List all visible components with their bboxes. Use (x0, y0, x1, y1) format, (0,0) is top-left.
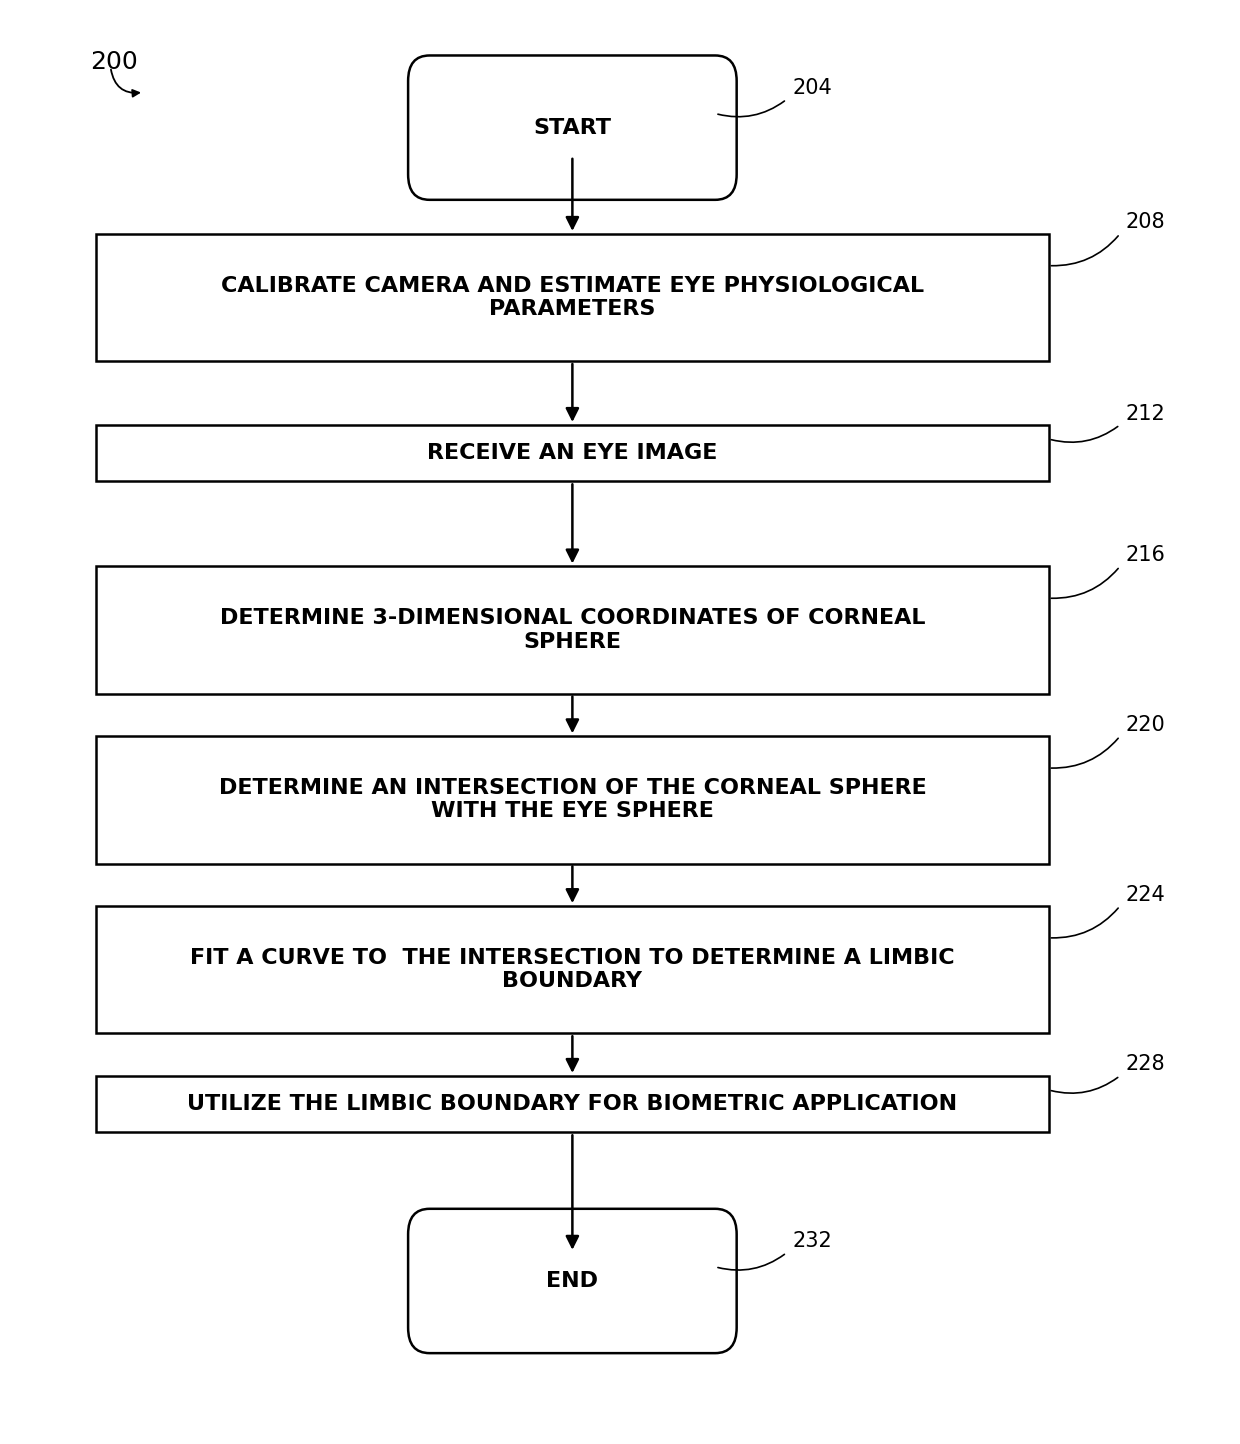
Text: 228: 228 (1126, 1054, 1166, 1074)
Text: 224: 224 (1126, 885, 1166, 904)
Text: 216: 216 (1126, 544, 1166, 565)
Text: START: START (533, 117, 611, 137)
FancyBboxPatch shape (408, 1209, 737, 1353)
Text: DETERMINE AN INTERSECTION OF THE CORNEAL SPHERE
WITH THE EYE SPHERE: DETERMINE AN INTERSECTION OF THE CORNEAL… (218, 778, 926, 822)
Text: DETERMINE 3-DIMENSIONAL COORDINATES OF CORNEAL
SPHERE: DETERMINE 3-DIMENSIONAL COORDINATES OF C… (219, 608, 925, 651)
Text: END: END (547, 1271, 599, 1291)
Text: 232: 232 (792, 1232, 832, 1252)
Text: 212: 212 (1126, 403, 1166, 423)
FancyBboxPatch shape (97, 905, 1049, 1034)
FancyBboxPatch shape (97, 736, 1049, 864)
Text: 208: 208 (1126, 212, 1166, 232)
FancyBboxPatch shape (97, 566, 1049, 693)
Text: 204: 204 (792, 78, 832, 98)
Text: RECEIVE AN EYE IMAGE: RECEIVE AN EYE IMAGE (428, 443, 718, 464)
Text: 220: 220 (1126, 715, 1166, 735)
FancyBboxPatch shape (97, 425, 1049, 481)
FancyBboxPatch shape (97, 234, 1049, 361)
FancyBboxPatch shape (97, 1076, 1049, 1132)
FancyBboxPatch shape (408, 55, 737, 199)
Text: FIT A CURVE TO  THE INTERSECTION TO DETERMINE A LIMBIC
BOUNDARY: FIT A CURVE TO THE INTERSECTION TO DETER… (190, 949, 955, 991)
Text: UTILIZE THE LIMBIC BOUNDARY FOR BIOMETRIC APPLICATION: UTILIZE THE LIMBIC BOUNDARY FOR BIOMETRI… (187, 1095, 957, 1115)
Text: CALIBRATE CAMERA AND ESTIMATE EYE PHYSIOLOGICAL
PARAMETERS: CALIBRATE CAMERA AND ESTIMATE EYE PHYSIO… (221, 276, 924, 319)
Text: 200: 200 (91, 49, 138, 74)
